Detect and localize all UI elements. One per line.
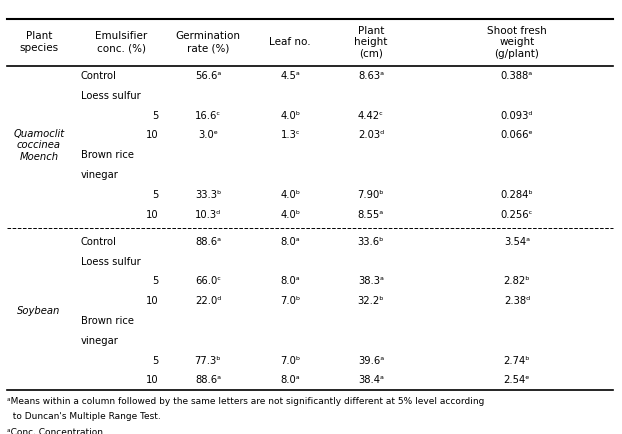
Text: 56.6ᵃ: 56.6ᵃ xyxy=(195,71,221,81)
Text: Loess sulfur: Loess sulfur xyxy=(81,256,141,266)
Text: 33.6ᵇ: 33.6ᵇ xyxy=(358,237,384,247)
Text: 2.03ᵈ: 2.03ᵈ xyxy=(358,130,384,140)
Text: 8.0ᵃ: 8.0ᵃ xyxy=(281,375,300,385)
Text: 38.3ᵃ: 38.3ᵃ xyxy=(358,276,384,286)
Text: 0.066ᵉ: 0.066ᵉ xyxy=(501,130,533,140)
Text: vinegar: vinegar xyxy=(81,336,119,346)
Text: 2.54ᵉ: 2.54ᵉ xyxy=(504,375,530,385)
Text: Plant
species: Plant species xyxy=(19,32,58,53)
Text: Leaf no.: Leaf no. xyxy=(269,37,311,47)
Text: 88.6ᵃ: 88.6ᵃ xyxy=(195,237,221,247)
Text: 5: 5 xyxy=(152,190,159,200)
Text: 77.3ᵇ: 77.3ᵇ xyxy=(195,355,221,365)
Text: Control: Control xyxy=(81,237,116,247)
Text: 10: 10 xyxy=(146,130,159,140)
Text: ᵃConc, Concentration.: ᵃConc, Concentration. xyxy=(7,428,106,434)
Text: vinegar: vinegar xyxy=(81,170,119,180)
Text: to Duncan's Multiple Range Test.: to Duncan's Multiple Range Test. xyxy=(7,412,161,421)
Text: Control: Control xyxy=(81,71,116,81)
Text: Emulsifier
conc. (%): Emulsifier conc. (%) xyxy=(95,32,147,53)
Text: 2.74ᵇ: 2.74ᵇ xyxy=(504,355,530,365)
Text: 8.0ᵃ: 8.0ᵃ xyxy=(281,276,300,286)
Text: 22.0ᵈ: 22.0ᵈ xyxy=(195,296,221,306)
Text: 7.0ᵇ: 7.0ᵇ xyxy=(280,355,300,365)
Text: 66.0ᶜ: 66.0ᶜ xyxy=(195,276,221,286)
Text: 2.38ᵈ: 2.38ᵈ xyxy=(504,296,530,306)
Text: 10: 10 xyxy=(146,296,159,306)
Text: 10: 10 xyxy=(146,210,159,220)
Text: Quamoclit
coccinea
Moench: Quamoclit coccinea Moench xyxy=(13,128,64,162)
Text: 7.0ᵇ: 7.0ᵇ xyxy=(280,296,300,306)
Text: 0.388ᵃ: 0.388ᵃ xyxy=(501,71,533,81)
Text: 16.6ᶜ: 16.6ᶜ xyxy=(195,111,221,121)
Text: 3.0ᵉ: 3.0ᵉ xyxy=(198,130,218,140)
Text: Shoot fresh
weight
(g/plant): Shoot fresh weight (g/plant) xyxy=(487,26,547,59)
Text: 10: 10 xyxy=(146,375,159,385)
Text: 1.3ᶜ: 1.3ᶜ xyxy=(281,130,300,140)
Text: 5: 5 xyxy=(152,276,159,286)
Text: 38.4ᵃ: 38.4ᵃ xyxy=(358,375,384,385)
Text: 5: 5 xyxy=(152,355,159,365)
Text: Germination
rate (%): Germination rate (%) xyxy=(175,32,241,53)
Text: 5: 5 xyxy=(152,111,159,121)
Text: ᵃMeans within a column followed by the same letters are not significantly differ: ᵃMeans within a column followed by the s… xyxy=(7,397,485,405)
Text: 88.6ᵃ: 88.6ᵃ xyxy=(195,375,221,385)
Text: 2.82ᵇ: 2.82ᵇ xyxy=(504,276,530,286)
Text: 0.284ᵇ: 0.284ᵇ xyxy=(501,190,533,200)
Text: 8.0ᵃ: 8.0ᵃ xyxy=(281,237,300,247)
Text: 3.54ᵃ: 3.54ᵃ xyxy=(504,237,530,247)
Text: 8.63ᵃ: 8.63ᵃ xyxy=(358,71,384,81)
Text: 4.0ᵇ: 4.0ᵇ xyxy=(280,210,300,220)
Text: 7.90ᵇ: 7.90ᵇ xyxy=(358,190,384,200)
Text: 4.0ᵇ: 4.0ᵇ xyxy=(280,111,300,121)
Text: 4.0ᵇ: 4.0ᵇ xyxy=(280,190,300,200)
Text: Brown rice: Brown rice xyxy=(81,316,134,326)
Text: 0.256ᶜ: 0.256ᶜ xyxy=(501,210,533,220)
Text: Plant
height
(cm): Plant height (cm) xyxy=(355,26,388,59)
Text: 32.2ᵇ: 32.2ᵇ xyxy=(358,296,384,306)
Text: 10.3ᵈ: 10.3ᵈ xyxy=(195,210,221,220)
Text: Soybean: Soybean xyxy=(17,306,60,316)
Text: Brown rice: Brown rice xyxy=(81,150,134,160)
Text: 0.093ᵈ: 0.093ᵈ xyxy=(501,111,533,121)
Text: 4.5ᵃ: 4.5ᵃ xyxy=(281,71,300,81)
Text: 39.6ᵃ: 39.6ᵃ xyxy=(358,355,384,365)
Text: 33.3ᵇ: 33.3ᵇ xyxy=(195,190,221,200)
Text: 8.55ᵃ: 8.55ᵃ xyxy=(358,210,384,220)
Text: 4.42ᶜ: 4.42ᶜ xyxy=(358,111,384,121)
Text: Loess sulfur: Loess sulfur xyxy=(81,91,141,101)
